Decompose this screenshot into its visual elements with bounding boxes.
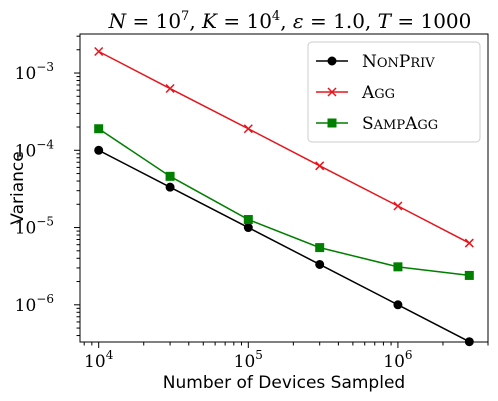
x-tick-label: 105 xyxy=(234,348,263,372)
data-point-nonpriv xyxy=(393,300,403,310)
y-tick-label: 10−6 xyxy=(15,292,54,316)
x-axis-label: Number of Devices Sampled xyxy=(163,373,405,393)
legend-label-agg: AGG xyxy=(361,83,395,103)
legend-marker-nonpriv xyxy=(327,56,337,66)
data-point-nonpriv xyxy=(315,259,325,269)
data-point-nonpriv xyxy=(165,182,175,192)
legend-marker-agg xyxy=(327,87,337,97)
series-layer xyxy=(94,46,474,347)
data-point-agg xyxy=(464,238,474,248)
data-point-sampagg xyxy=(393,262,403,272)
series-nonpriv xyxy=(94,145,474,347)
legend-label-sampagg: SAMPAGG xyxy=(362,114,438,134)
y-tick-label: 10−3 xyxy=(15,60,54,84)
legend-item-nonpriv: NONPRIV xyxy=(316,52,435,72)
y-tick-label: 10−4 xyxy=(15,137,55,161)
y-axis: 10−3 10−4 10−5 10−6 xyxy=(15,35,80,337)
data-point-sampagg xyxy=(165,171,175,181)
series-line-nonpriv xyxy=(98,149,470,343)
data-point-agg xyxy=(315,161,325,171)
legend-item-sampagg: SAMPAGG xyxy=(316,114,438,134)
y-tick-label: 10−5 xyxy=(15,215,54,239)
data-point-nonpriv xyxy=(243,223,253,233)
chart-title: N = 107, K = 104, ε = 1.0, T = 1000 xyxy=(108,9,472,33)
series-line-agg xyxy=(98,50,470,244)
data-point-agg xyxy=(243,124,253,134)
plot-frame xyxy=(79,33,489,343)
series-sampagg xyxy=(94,124,474,280)
x-axis: 104 105 106 xyxy=(83,342,489,372)
legend-item-agg: AGG xyxy=(316,83,395,103)
legend-box xyxy=(307,41,481,143)
data-point-agg xyxy=(393,201,403,211)
data-point-sampagg xyxy=(464,270,474,280)
legend-marker-sampagg xyxy=(327,118,337,128)
series-agg xyxy=(94,46,474,248)
data-point-agg xyxy=(94,46,104,57)
x-tick-label: 104 xyxy=(84,348,114,372)
legend-label-nonpriv: NONPRIV xyxy=(362,52,435,72)
y-axis-label: Variance xyxy=(8,151,28,224)
data-point-sampagg xyxy=(315,243,325,253)
data-point-sampagg xyxy=(243,215,253,225)
x-tick-label: 106 xyxy=(383,348,412,372)
legend: NONPRIV AGG SAMPAGG xyxy=(307,41,481,143)
series-line-sampagg xyxy=(98,128,470,277)
data-point-nonpriv xyxy=(94,145,104,155)
data-point-sampagg xyxy=(94,124,104,134)
data-point-agg xyxy=(165,83,175,94)
